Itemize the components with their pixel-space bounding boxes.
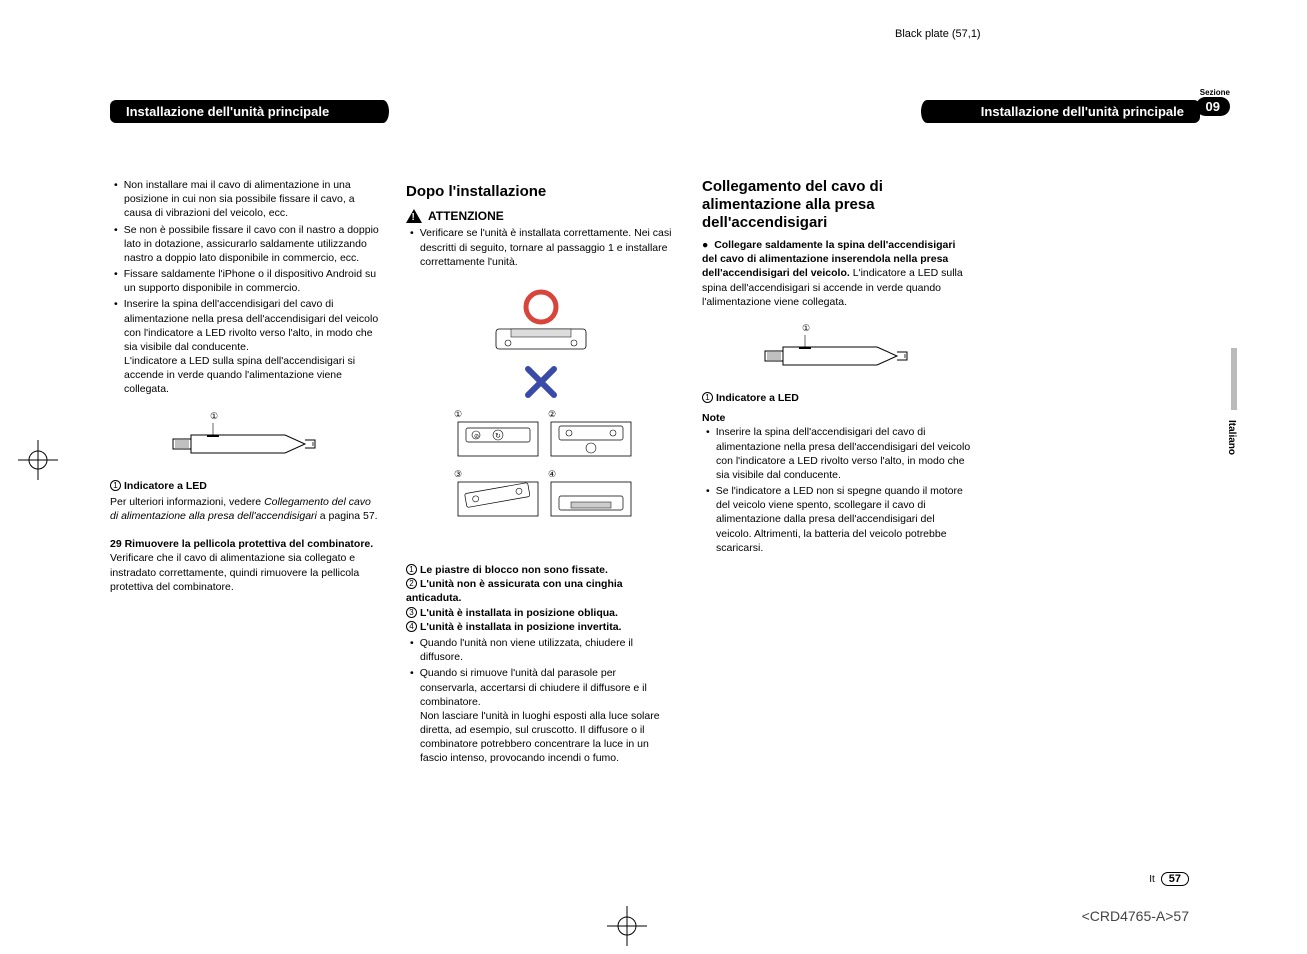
note-item: Inserire la spina dell'accendisigari del…	[716, 425, 972, 482]
caution-bullet: Verificare se l'unità è installata corre…	[420, 226, 676, 269]
list-item: Inserire la spina dell'accendisigari del…	[124, 297, 380, 396]
column-3: Collegamento del cavo di alimentazione a…	[702, 178, 972, 768]
intro-bullets: Non installare mai il cavo di alimentazi…	[110, 178, 380, 397]
registration-mark-icon	[18, 440, 58, 480]
ref-text: Per ulteriori informazioni, vedere Colle…	[110, 495, 380, 523]
column-1: Non installare mai il cavo di alimentazi…	[110, 178, 380, 768]
plug-figure-2: ①	[702, 321, 972, 381]
list-item: Se non è possibile fissare il cavo con i…	[124, 223, 380, 266]
diagram-labels: 1Le piastre di blocco non sono fissate. …	[406, 563, 676, 634]
step-29-head: 29 Rimuovere la pellicola protettiva del…	[110, 537, 380, 551]
header-pill-right: Installazione dell'unità principale	[921, 100, 1200, 123]
header-pill-left: Installazione dell'unità principale	[110, 100, 389, 123]
plug-figure: ①	[110, 409, 380, 469]
document-id: <CRD4765-A>57	[1082, 908, 1189, 924]
install-diagram: ① ② ⊘ ↻	[406, 287, 676, 551]
column-2: Dopo l'installazione ATTENZIONE Verifica…	[406, 178, 676, 768]
page-number: It 57	[1149, 872, 1189, 886]
list-item: Non installare mai il cavo di alimentazi…	[124, 178, 380, 221]
svg-text:①: ①	[210, 411, 218, 421]
svg-text:⊘: ⊘	[474, 434, 479, 440]
after-install-heading: Dopo l'installazione	[406, 182, 676, 202]
svg-text:④: ④	[548, 469, 556, 479]
side-tab-language: Italiano	[1226, 420, 1237, 455]
warning-icon	[406, 209, 422, 223]
section-number: 09	[1196, 97, 1230, 116]
side-tab-bar	[1231, 348, 1237, 410]
svg-text:③: ③	[454, 469, 462, 479]
header-bar: Installazione dell'unità principale Inst…	[110, 100, 1200, 123]
list-item: Fissare saldamente l'iPhone o il disposi…	[124, 267, 380, 295]
caution-heading: ATTENZIONE	[406, 208, 676, 224]
list-item: Quando l'unità non viene utilizzata, chi…	[420, 636, 676, 664]
section-label: Sezione	[1200, 88, 1230, 97]
connect-step: ● Collegare saldamente la spina dell'acc…	[702, 238, 972, 309]
svg-text:①: ①	[802, 323, 810, 333]
svg-text:↻: ↻	[495, 433, 501, 440]
crop-plate-text: Black plate (57,1)	[895, 28, 981, 40]
svg-text:②: ②	[548, 409, 556, 419]
fig-caption: 1Indicatore a LED	[110, 479, 380, 493]
registration-mark-icon	[607, 906, 647, 946]
connect-heading: Collegamento del cavo di alimentazione a…	[702, 178, 972, 232]
note-item: Se l'indicatore a LED non si spegne quan…	[716, 484, 972, 555]
step-29-body: Verificare che il cavo di alimentazione …	[110, 551, 380, 594]
svg-text:①: ①	[454, 409, 462, 419]
note-heading: Note	[702, 411, 972, 425]
list-item: Quando si rimuove l'unità dal parasole p…	[420, 666, 676, 765]
fig-caption-2: 1Indicatore a LED	[702, 391, 972, 405]
